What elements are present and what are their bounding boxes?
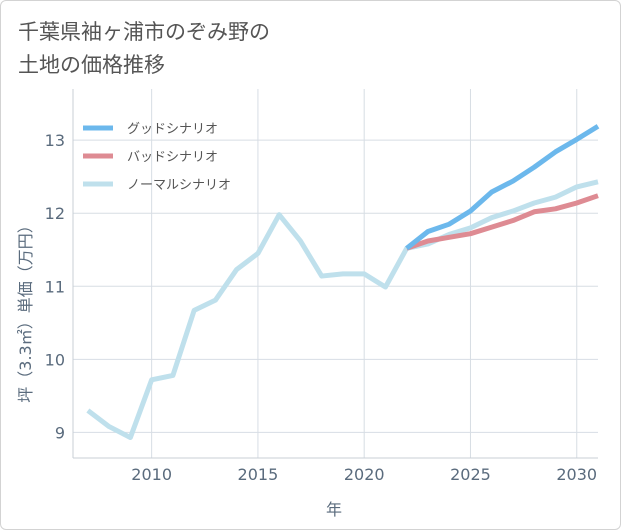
x-tick-label-2030: 2030	[556, 465, 597, 484]
series-lines	[86, 124, 600, 441]
series-line-2	[86, 179, 599, 441]
legend-label-2: ノーマルシナリオ	[127, 178, 231, 193]
series-line-1	[405, 193, 599, 251]
chart-title: 千葉県袖ヶ浦市のぞみ野の 土地の価格推移	[18, 20, 270, 77]
x-axis-title: 年	[326, 500, 342, 519]
gridlines	[73, 89, 598, 458]
axes	[72, 89, 598, 459]
y-tick-label-12: 12	[45, 204, 65, 223]
legend-label-0: グッドシナリオ	[127, 122, 218, 137]
y-axis-title: 坪（3.3㎡）単価（万円）	[16, 217, 35, 402]
legend-label-1: バッドシナリオ	[127, 150, 218, 165]
y-tick-label-11: 11	[45, 277, 65, 296]
y-tick-label-13: 13	[45, 131, 65, 150]
series-line-0	[405, 124, 600, 251]
x-tick-label-2015: 2015	[238, 465, 279, 484]
y-tick-label-10: 10	[45, 350, 65, 369]
y-tick-label-9: 9	[55, 423, 65, 442]
x-tick-label-2025: 2025	[450, 465, 491, 484]
tick-labels: 2010 2015 2020 2025 2030 9 10 11 12 13	[45, 131, 597, 484]
x-tick-label-2010: 2010	[131, 465, 172, 484]
x-tick-label-2020: 2020	[344, 465, 385, 484]
